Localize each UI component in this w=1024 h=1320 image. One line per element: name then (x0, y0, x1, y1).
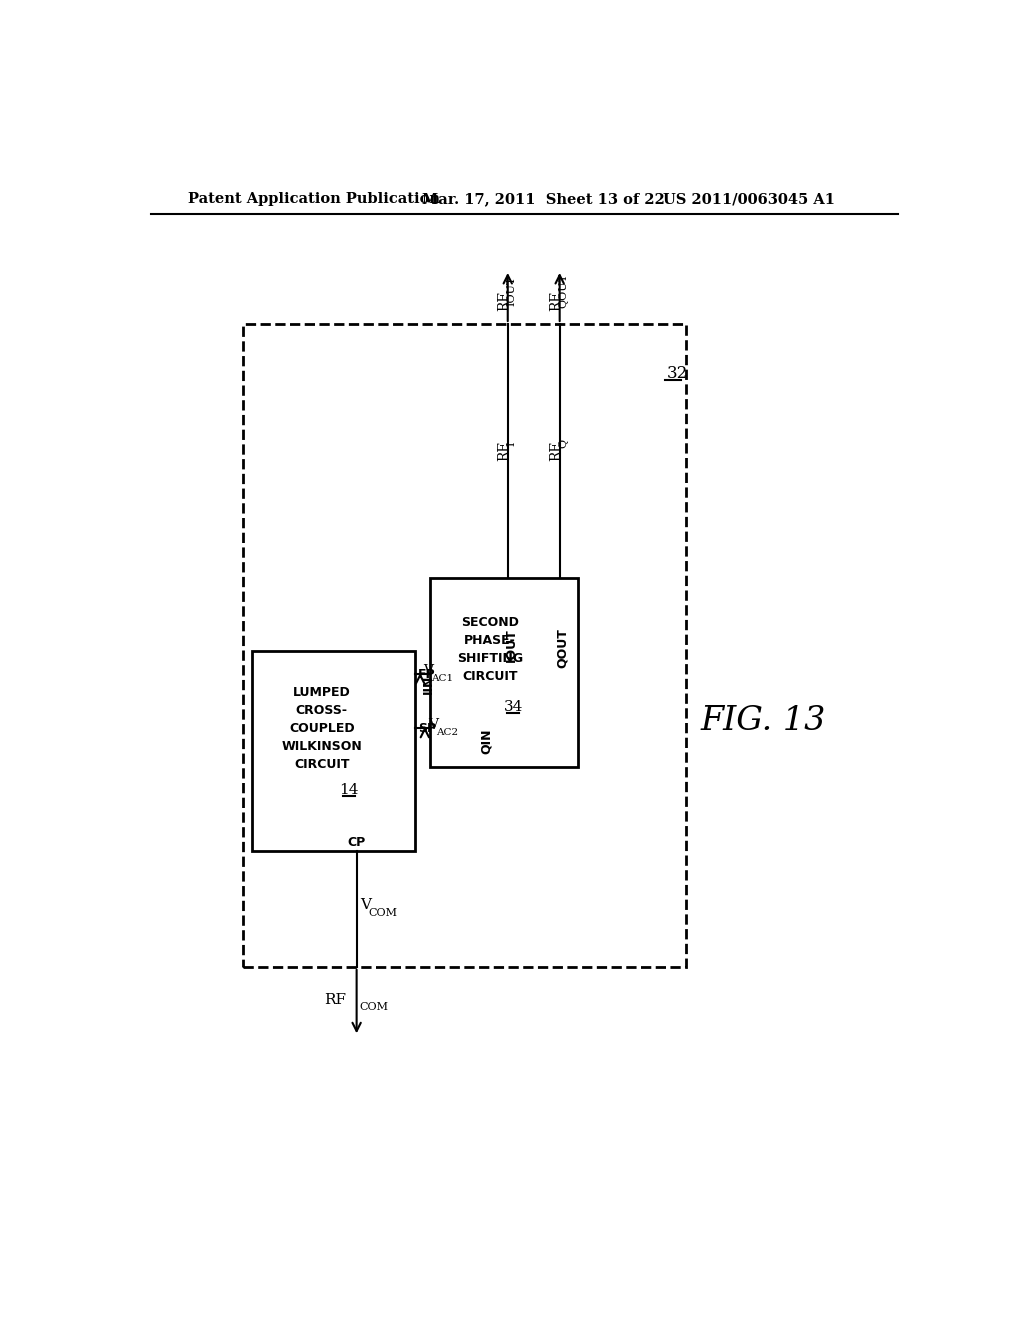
Text: QOUT: QOUT (558, 273, 568, 309)
Text: Q: Q (558, 438, 568, 447)
Text: Patent Application Publication: Patent Application Publication (188, 193, 440, 206)
Text: RF: RF (324, 993, 346, 1007)
Text: SP: SP (418, 722, 436, 735)
Text: I: I (507, 441, 517, 446)
Text: 14: 14 (339, 783, 358, 797)
Bar (430, 578, 578, 767)
Bar (243, 323, 686, 966)
Text: FIG. 13: FIG. 13 (700, 705, 826, 737)
Text: IOUT: IOUT (507, 276, 517, 306)
Text: US 2011/0063045 A1: US 2011/0063045 A1 (663, 193, 835, 206)
Text: RF: RF (498, 441, 512, 461)
Bar (252, 651, 415, 851)
Text: CP: CP (347, 836, 366, 849)
Text: IIN: IIN (422, 675, 435, 694)
Text: 32: 32 (667, 366, 688, 383)
Text: V: V (428, 718, 438, 733)
Text: 34: 34 (504, 700, 523, 714)
Text: AC2: AC2 (435, 727, 458, 737)
Text: RF: RF (550, 441, 563, 461)
Text: LUMPED
CROSS-
COUPLED
WILKINSON
CIRCUIT: LUMPED CROSS- COUPLED WILKINSON CIRCUIT (282, 685, 362, 771)
Text: RF: RF (550, 290, 563, 310)
Text: Mar. 17, 2011  Sheet 13 of 22: Mar. 17, 2011 Sheet 13 of 22 (423, 193, 666, 206)
Text: AC1: AC1 (431, 673, 454, 682)
Text: V: V (423, 664, 433, 678)
Text: COM: COM (369, 908, 397, 917)
Text: IOUT: IOUT (505, 628, 518, 661)
Text: QIN: QIN (480, 729, 494, 754)
Text: QOUT: QOUT (555, 628, 568, 668)
Text: FP: FP (418, 668, 435, 681)
Text: COM: COM (359, 1002, 389, 1012)
Text: SECOND
PHASE-
SHIFTING
CIRCUIT: SECOND PHASE- SHIFTING CIRCUIT (457, 615, 523, 682)
Text: V: V (360, 899, 372, 912)
Text: RF: RF (498, 290, 512, 310)
